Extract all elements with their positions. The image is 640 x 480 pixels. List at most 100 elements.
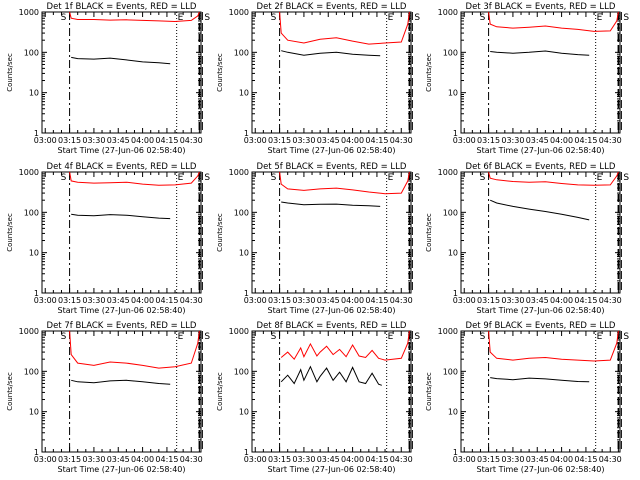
y-tick-label: 100 xyxy=(234,208,249,217)
x-axis-label: Start Time (27-Jun-06 02:58:40) xyxy=(477,465,605,474)
events-series-line xyxy=(490,50,590,56)
plot-frame xyxy=(460,330,621,453)
x-tick-label: 03:30 xyxy=(292,136,315,145)
chart-panel-5: Det 5f BLACK = Events, RED = LLD Counts/s… xyxy=(216,162,420,315)
x-axis-label: Start Time (27-Jun-06 02:58:40) xyxy=(58,146,186,155)
x-tick-label: 03:30 xyxy=(292,296,315,305)
marker-label: E xyxy=(388,332,394,342)
y-tick-label: 100 xyxy=(24,48,39,57)
chart-panel-6: Det 6f BLACK = Events, RED = LLD Counts/s… xyxy=(425,162,629,315)
y-axis-label: Counts/sec xyxy=(425,53,433,92)
x-tick-label: 03:45 xyxy=(317,455,340,464)
lld-series-line xyxy=(69,171,200,186)
y-tick-label: 100 xyxy=(234,48,249,57)
y-tick-label: 100 xyxy=(443,367,458,376)
chart-panel-1: Det 1f BLACK = Events, RED = LLD Counts/s… xyxy=(6,2,210,155)
y-tick-label: 1 xyxy=(453,448,458,457)
y-tick-label: 100 xyxy=(443,208,458,217)
y-tick-label: 1000 xyxy=(438,8,458,17)
x-tick-label: 03:00 xyxy=(244,136,267,145)
x-tick-label: 04:30 xyxy=(180,455,203,464)
marker-label: E xyxy=(597,173,603,183)
y-tick-label: 1000 xyxy=(19,327,39,336)
x-tick-label: 04:00 xyxy=(550,296,573,305)
x-tick-label: 04:00 xyxy=(341,455,364,464)
y-tick-label: 10 xyxy=(448,249,458,258)
x-tick-label: 03:15 xyxy=(477,296,500,305)
y-tick-label: 100 xyxy=(24,208,39,217)
marker-label: S xyxy=(414,13,420,23)
x-tick-label: 04:30 xyxy=(390,296,413,305)
x-axis-label: Start Time (27-Jun-06 02:58:40) xyxy=(268,146,396,155)
marker-label: S xyxy=(480,332,486,342)
x-tick-label: 03:45 xyxy=(317,296,340,305)
x-tick-label: 04:30 xyxy=(390,136,413,145)
x-axis-label: Start Time (27-Jun-06 02:58:40) xyxy=(268,465,396,474)
x-tick-label: 03:15 xyxy=(58,455,81,464)
lld-series-line xyxy=(279,11,410,45)
x-tick-label: 04:00 xyxy=(131,296,154,305)
y-axis-label: Counts/sec xyxy=(425,213,433,252)
y-axis-label: Counts/sec xyxy=(425,372,433,411)
x-tick-label: 03:15 xyxy=(58,296,81,305)
events-series-line xyxy=(71,56,171,65)
y-tick-label: 100 xyxy=(24,367,39,376)
y-tick-label: 100 xyxy=(234,367,249,376)
y-axis-label: Counts/sec xyxy=(6,372,14,411)
marker-label: S xyxy=(271,332,277,342)
events-series-line xyxy=(71,379,171,385)
x-tick-label: 04:30 xyxy=(599,455,622,464)
lld-series-line xyxy=(69,11,200,23)
marker-label: E xyxy=(388,13,394,23)
x-tick-label: 04:00 xyxy=(131,136,154,145)
chart-title: Det 9f BLACK = Events, RED = LLD xyxy=(466,321,616,331)
lld-series-line xyxy=(488,330,619,362)
x-tick-label: 04:15 xyxy=(155,296,178,305)
marker-label: S xyxy=(480,173,486,183)
x-tick-label: 04:30 xyxy=(599,296,622,305)
x-tick-label: 03:30 xyxy=(501,296,524,305)
y-tick-label: 1 xyxy=(453,129,458,138)
y-tick-label: 1 xyxy=(244,129,249,138)
y-tick-label: 10 xyxy=(239,249,249,258)
y-tick-label: 10 xyxy=(448,89,458,98)
x-tick-label: 03:45 xyxy=(107,136,130,145)
chart-panel-4: Det 4f BLACK = Events, RED = LLD Counts/s… xyxy=(6,162,210,315)
marker-label: S xyxy=(61,13,67,23)
x-tick-label: 04:15 xyxy=(574,455,597,464)
x-tick-label: 04:30 xyxy=(180,136,203,145)
y-tick-label: 1 xyxy=(244,448,249,457)
lld-series-line xyxy=(280,330,410,361)
y-tick-label: 10 xyxy=(29,89,39,98)
x-axis-label: Start Time (27-Jun-06 02:58:40) xyxy=(477,306,605,315)
marker-label: S xyxy=(204,173,210,183)
marker-label: S xyxy=(623,332,629,342)
x-tick-label: 03:00 xyxy=(244,455,267,464)
x-axis-label: Start Time (27-Jun-06 02:58:40) xyxy=(268,306,396,315)
x-tick-label: 03:45 xyxy=(317,136,340,145)
x-axis-label: Start Time (27-Jun-06 02:58:40) xyxy=(58,306,186,315)
chart-title: Det 5f BLACK = Events, RED = LLD xyxy=(257,162,407,172)
x-tick-label: 04:30 xyxy=(390,455,413,464)
y-axis-label: Counts/sec xyxy=(6,53,14,92)
x-tick-label: 04:00 xyxy=(550,455,573,464)
chart-title: Det 3f BLACK = Events, RED = LLD xyxy=(466,2,616,12)
marker-label: S xyxy=(204,332,210,342)
marker-label: S xyxy=(480,13,486,23)
x-tick-label: 03:45 xyxy=(526,455,549,464)
y-axis-label: Counts/sec xyxy=(216,53,224,92)
y-axis-label: Counts/sec xyxy=(6,213,14,252)
y-tick-label: 10 xyxy=(29,408,39,417)
chart-panel-3: Det 3f BLACK = Events, RED = LLD Counts/s… xyxy=(425,2,629,155)
x-tick-label: 03:15 xyxy=(268,136,291,145)
marker-label: S xyxy=(61,332,67,342)
x-tick-label: 04:15 xyxy=(574,296,597,305)
x-tick-label: 04:30 xyxy=(599,136,622,145)
x-axis-label: Start Time (27-Jun-06 02:58:40) xyxy=(58,465,186,474)
marker-label: S xyxy=(623,13,629,23)
marker-label: S xyxy=(271,173,277,183)
events-series-line xyxy=(490,199,590,221)
y-tick-label: 1000 xyxy=(19,168,39,177)
marker-label: S xyxy=(414,173,420,183)
